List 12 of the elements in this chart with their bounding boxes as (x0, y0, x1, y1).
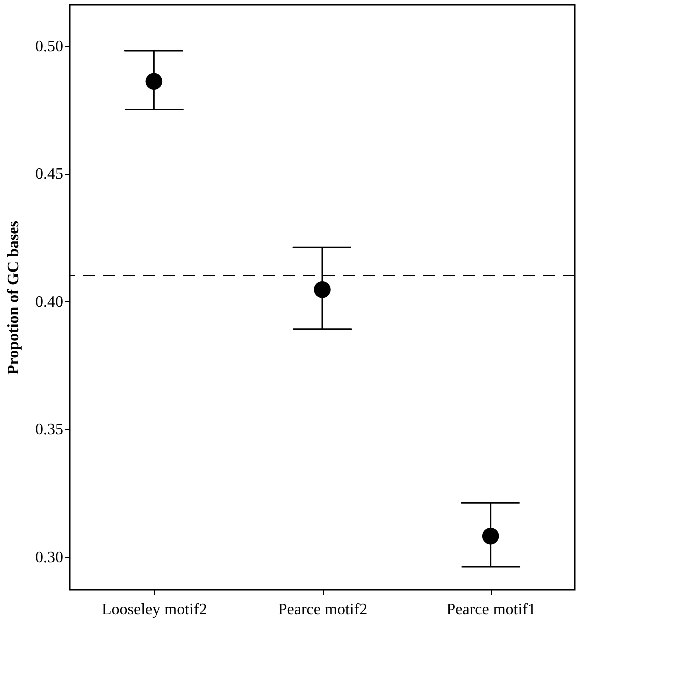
y-axis-title: Propotion of GC bases (6, 221, 22, 375)
x-tick-label: Pearce motif2 (278, 602, 368, 618)
point (314, 281, 331, 298)
x-tick-label: Looseley motif2 (102, 602, 208, 618)
y-tick-label: 0.30 (36, 549, 64, 566)
y-tick-label: 0.40 (36, 294, 64, 311)
point (482, 528, 500, 545)
x-tick-label: Pearce motif1 (446, 602, 536, 618)
y-tick-label: 0.50 (36, 38, 64, 56)
y-tick-label: 0.45 (36, 166, 64, 184)
point (146, 73, 163, 90)
y-tick-label: 0.35 (36, 422, 64, 439)
